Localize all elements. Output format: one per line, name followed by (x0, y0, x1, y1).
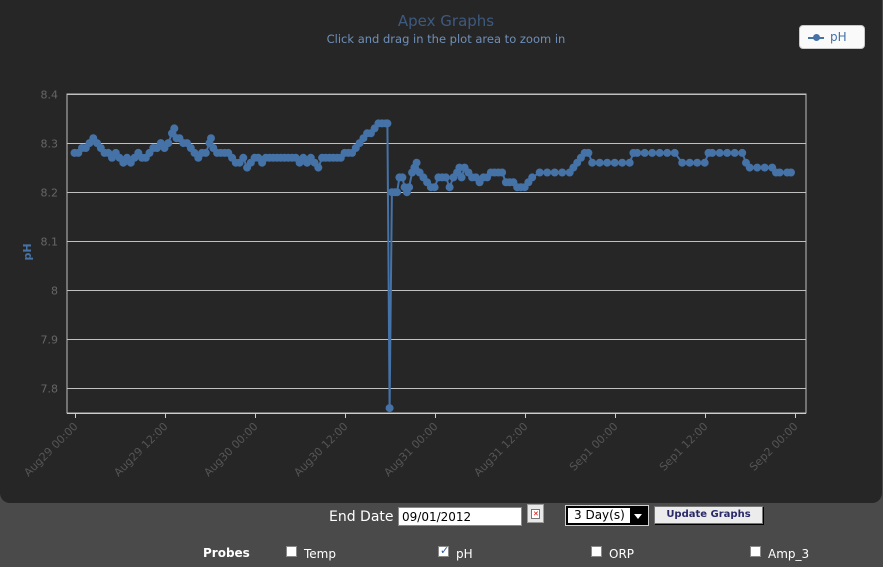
end-date-input[interactable] (398, 507, 522, 526)
probes-label: Probes (203, 546, 250, 560)
probe-orp-checkbox[interactable] (591, 546, 602, 557)
calendar-mark-icon: ✕ (533, 510, 539, 518)
data-point (745, 163, 754, 172)
x-tick-label: Aug29 00:00 (21, 420, 80, 479)
data-point (618, 158, 627, 167)
y-axis-title: pH (21, 243, 34, 260)
data-point (685, 158, 694, 167)
y-tick-label: 8.3 (41, 138, 59, 151)
x-tick-label: Aug29 12:00 (111, 420, 170, 479)
data-point (595, 158, 604, 167)
data-point (640, 148, 649, 157)
data-point (550, 168, 559, 177)
end-date-label: End Date (329, 509, 394, 525)
x-tick-label: Aug30 12:00 (291, 420, 350, 479)
data-point (775, 168, 784, 177)
legend-item-ph: pH (830, 30, 847, 44)
data-point (738, 148, 747, 157)
data-point (655, 148, 664, 157)
update-graphs-button[interactable]: Update Graphs (654, 506, 763, 524)
data-point (314, 163, 323, 172)
range-select[interactable]: 3 Day(s) (565, 505, 649, 526)
data-point (787, 168, 795, 177)
data-point (412, 158, 421, 167)
data-point (201, 148, 210, 157)
chart-title: Apex Graphs (398, 12, 494, 30)
data-point (558, 168, 567, 177)
probe-amp3-checkbox[interactable] (750, 546, 761, 557)
data-point (678, 158, 687, 167)
chart-subtitle: Click and drag in the plot area to zoom … (327, 32, 566, 46)
data-point (398, 173, 407, 182)
data-point (693, 158, 702, 167)
data-point (498, 168, 507, 177)
chart-legend[interactable]: pH (799, 25, 865, 49)
data-point (445, 183, 454, 192)
range-select-value: 3 Day(s) (568, 508, 630, 523)
data-point (430, 183, 439, 192)
data-point (385, 404, 394, 413)
data-point (383, 119, 392, 128)
data-point (535, 168, 544, 177)
probe-ph-label: pH (456, 547, 473, 561)
data-point (610, 158, 619, 167)
data-point (393, 188, 402, 197)
chevron-down-icon (634, 514, 642, 519)
data-point (239, 153, 248, 162)
probe-amp3-label: Amp_3 (768, 547, 810, 561)
x-tick-label: Sep2 00:00 (747, 420, 801, 474)
data-point (170, 124, 179, 133)
x-tick-label: Aug31 12:00 (471, 420, 530, 479)
data-point (405, 183, 414, 192)
data-point (633, 148, 642, 157)
data-point (164, 139, 173, 148)
y-tick-label: 8 (51, 285, 58, 298)
y-tick-label: 8.4 (41, 89, 59, 102)
data-point (663, 148, 672, 157)
data-point (670, 148, 679, 157)
x-tick-label: Sep1 00:00 (567, 420, 621, 474)
probe-orp-label: ORP (609, 547, 635, 561)
legend-marker-icon (813, 34, 820, 41)
data-point (625, 158, 634, 167)
data-point (723, 148, 732, 157)
y-tick-label: 8.2 (41, 187, 59, 200)
data-point (588, 158, 597, 167)
data-point (648, 148, 657, 157)
probe-temp-checkbox[interactable] (286, 546, 297, 557)
x-tick-label: Aug30 00:00 (201, 420, 260, 479)
probe-ph-checkbox[interactable]: ✓ (438, 544, 450, 557)
x-tick-label: Aug31 00:00 (381, 420, 440, 479)
data-point (441, 173, 450, 182)
y-tick-label: 7.8 (41, 383, 59, 396)
data-point (708, 148, 717, 157)
data-point (603, 158, 612, 167)
check-icon: ✓ (440, 544, 450, 557)
data-point (207, 134, 215, 143)
calendar-button[interactable]: ✕ (527, 504, 544, 523)
data-point (543, 168, 552, 177)
data-point (457, 173, 466, 182)
data-point (584, 148, 593, 157)
data-point (700, 158, 709, 167)
y-tick-label: 8.1 (41, 236, 59, 249)
data-point (528, 173, 537, 182)
chart-panel: Apex Graphs Click and drag in the plot a… (0, 0, 882, 503)
data-point (760, 163, 769, 172)
probe-temp-label: Temp (304, 547, 336, 561)
x-tick-label: Sep1 12:00 (657, 420, 711, 474)
y-tick-label: 7.9 (41, 334, 59, 347)
ph-chart[interactable]: Apex Graphs Click and drag in the plot a… (0, 0, 882, 503)
data-point (753, 163, 762, 172)
data-point (715, 148, 724, 157)
data-point (730, 148, 739, 157)
calendar-icon (531, 509, 540, 519)
